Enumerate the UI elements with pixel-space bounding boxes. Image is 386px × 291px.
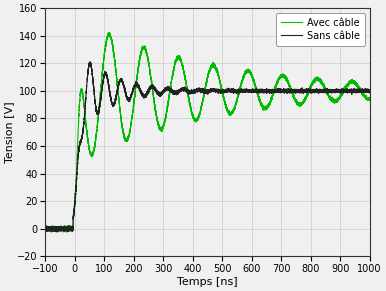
Sans câble xyxy=(107,85,111,89)
X-axis label: Temps [ns]: Temps [ns] xyxy=(177,277,238,287)
Avec câble xyxy=(106,31,111,34)
Avec câble xyxy=(107,33,111,37)
Sans câble xyxy=(62,228,67,232)
Avec câble xyxy=(62,227,67,230)
Sans câble xyxy=(44,227,49,230)
Avec câble xyxy=(55,230,59,234)
Sans câble xyxy=(43,230,48,234)
Avec câble xyxy=(367,96,372,100)
Line: Sans câble: Sans câble xyxy=(45,62,369,232)
Avec câble xyxy=(44,227,49,230)
Sans câble xyxy=(88,60,92,64)
Legend: Avec câble, Sans câble: Avec câble, Sans câble xyxy=(276,13,365,46)
Avec câble xyxy=(201,95,206,98)
Avec câble xyxy=(43,227,47,230)
Sans câble xyxy=(367,90,372,93)
Sans câble xyxy=(350,89,355,92)
Avec câble xyxy=(350,79,355,82)
Sans câble xyxy=(43,228,47,231)
Avec câble xyxy=(56,228,61,232)
Sans câble xyxy=(56,227,61,230)
Sans câble xyxy=(201,87,206,91)
Y-axis label: Tension [V]: Tension [V] xyxy=(4,102,14,163)
Line: Avec câble: Avec câble xyxy=(45,32,369,232)
